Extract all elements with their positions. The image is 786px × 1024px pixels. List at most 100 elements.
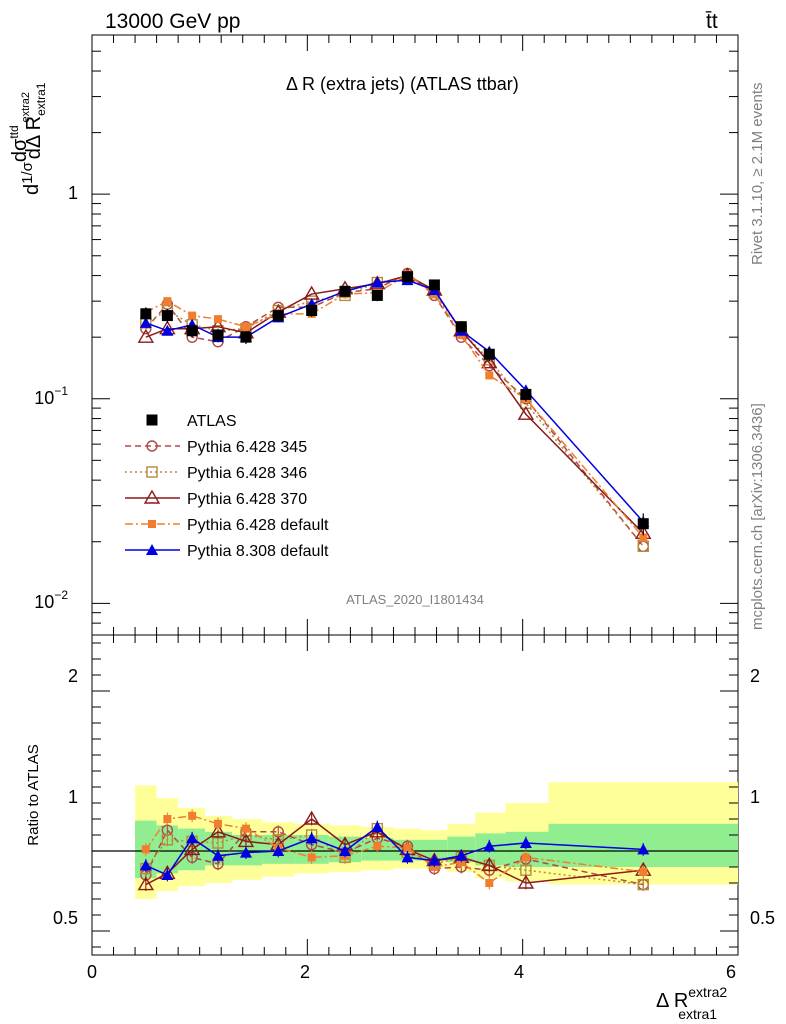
data-point	[139, 316, 152, 328]
data-point	[517, 405, 535, 420]
legend-item: Pythia 6.428 370	[125, 489, 307, 508]
ylabel-main: dσ	[9, 138, 31, 162]
ratio-point	[637, 878, 649, 891]
ratio-point	[186, 832, 199, 844]
ratio-point	[401, 851, 414, 863]
ratio-point	[428, 854, 441, 866]
ratio-point	[141, 845, 150, 854]
rivet-label: Rivet 3.1.10, ≥ 2.1M events	[749, 83, 766, 266]
legend-item: Pythia 8.308 default	[125, 543, 329, 560]
series-line	[145, 272, 644, 547]
ytick-0.01-base: 10	[34, 592, 54, 612]
ratio-point	[373, 842, 382, 851]
data-point	[161, 324, 174, 336]
ytick-label-0.1: 10−1	[34, 384, 68, 408]
ratio-ytick-2-left: 2	[68, 666, 78, 686]
data-point	[481, 354, 498, 369]
ratio-point	[161, 834, 174, 846]
ratio-point	[161, 869, 174, 880]
xtick-label-2: 2	[300, 962, 310, 982]
legend-label: Pythia 6.428 370	[187, 491, 307, 508]
data-point	[428, 279, 440, 291]
chart-title: Δ R (extra jets) (ATLAS ttbar)	[286, 74, 519, 94]
ratio-point	[519, 837, 532, 848]
data-point	[339, 285, 351, 297]
data-point	[637, 540, 649, 552]
data-point	[213, 315, 222, 324]
ratio-point	[241, 824, 250, 833]
data-point	[371, 289, 383, 301]
data-point	[520, 388, 532, 400]
ratio-point	[637, 843, 650, 855]
ratio-point	[137, 876, 155, 891]
ratio-ytick-0.5-left: 0.5	[53, 908, 78, 928]
band-inner	[421, 839, 448, 861]
ylabel-den: dΔ R	[23, 116, 45, 159]
ratio-point	[305, 832, 318, 844]
legend-item: ATLAS	[146, 413, 237, 430]
ratio-ytick-1-right: 1	[750, 787, 760, 807]
series-atlas	[140, 271, 649, 536]
data-point	[188, 311, 197, 320]
header-left: 13000 GeV pp	[105, 10, 240, 33]
legend-marker	[148, 520, 156, 528]
ytick-label-1: 1	[68, 183, 78, 203]
ratio-point	[639, 867, 648, 876]
axis-ticks	[91, 34, 739, 955]
ratio-point	[483, 840, 496, 852]
data-point	[241, 322, 250, 331]
ratio-point	[211, 849, 224, 861]
ylabel-den-sub: extra1	[34, 82, 48, 116]
ratio-line	[145, 815, 644, 884]
ratio-point	[485, 879, 494, 887]
data-point	[306, 305, 318, 317]
data-point	[163, 297, 172, 306]
legend-label: Pythia 6.428 345	[187, 439, 307, 456]
ylabel-frac: 1/σ	[19, 161, 36, 184]
main-series-group	[137, 267, 652, 552]
legend-label: Pythia 6.428 default	[187, 517, 329, 534]
ylabel-sup: ttd	[7, 125, 21, 138]
data-point	[637, 518, 649, 530]
data-point	[161, 310, 173, 322]
legend-marker	[146, 440, 158, 452]
ratio-point	[307, 853, 316, 862]
data-point	[483, 348, 495, 360]
legend-marker	[143, 489, 161, 504]
legend-marker	[146, 466, 158, 478]
ratio-point	[163, 815, 172, 823]
xlabel-sup: extra2	[688, 984, 727, 1000]
ratio-point	[517, 874, 535, 889]
ratio-series-group	[137, 809, 652, 891]
ytick-label-0.01: 10−2	[34, 588, 68, 612]
band-inner	[505, 831, 549, 867]
ratio-point	[272, 845, 285, 856]
data-point	[137, 328, 155, 343]
ytick-0.1-base: 10	[34, 388, 54, 408]
data-point	[240, 331, 252, 343]
ratio-point	[183, 841, 201, 856]
ratio-point	[455, 849, 468, 861]
mcplots-label: mcplots.cern.ch [arXiv:1306.3436]	[749, 403, 766, 630]
data-point	[371, 276, 384, 288]
data-point	[639, 533, 648, 542]
ratio-ytick-0.5-right: 0.5	[750, 908, 775, 928]
header-right: t̄t	[706, 10, 718, 33]
legend-label: Pythia 6.428 346	[187, 465, 307, 482]
main-y-axis-label: d1/σdσttd dΔ Rextra1extra2	[7, 82, 48, 195]
x-axis-label: Δ Rextra2 extra1	[656, 984, 727, 1022]
legend-label: ATLAS	[187, 413, 237, 430]
ratio-point	[371, 821, 384, 832]
ytick-0.01-exp: −2	[54, 588, 68, 602]
xtick-label-6: 6	[726, 962, 736, 982]
series-pythia-6-428-345	[140, 267, 649, 552]
data-point	[272, 310, 284, 322]
xtick-label-4: 4	[514, 962, 524, 982]
xlabel-main: Δ R	[656, 990, 688, 1012]
data-point	[455, 321, 467, 333]
ylabel-den-sup: extra2	[20, 92, 32, 123]
analysis-label: ATLAS_2020_I1801434	[346, 592, 484, 607]
legend-item: Pythia 6.428 346	[125, 465, 307, 482]
